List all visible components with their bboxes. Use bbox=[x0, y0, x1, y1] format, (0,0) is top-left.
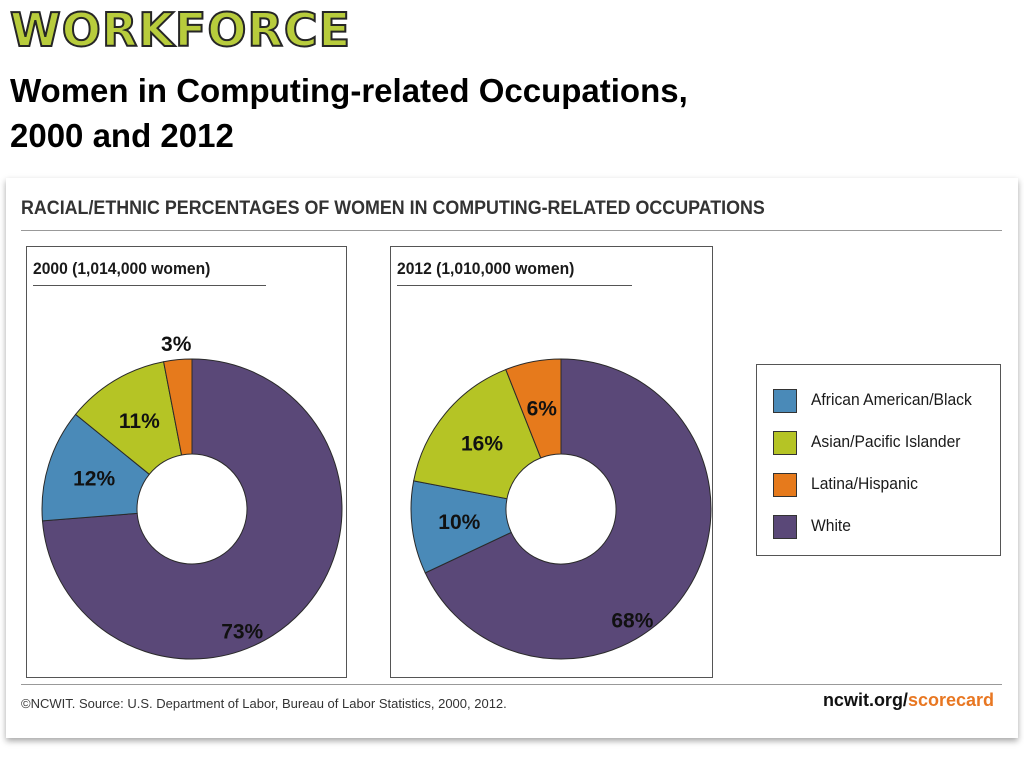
workforce-logo: WORKFORCE bbox=[9, 3, 352, 57]
slice-label-2012-white: 68% bbox=[611, 610, 653, 633]
chart-legend: African American/Black Asian/Pacific Isl… bbox=[756, 364, 1001, 556]
donut-slice-2000-white bbox=[41, 358, 343, 660]
legend-swatch bbox=[773, 431, 797, 455]
donut-panel-2000: 2000 (1,014,000 women) 73% 12% 11% 3% bbox=[26, 246, 347, 678]
site-domain: ncwit.org/ bbox=[822, 690, 908, 710]
donut-chart-2012: 68% 10% 16% 6% bbox=[410, 358, 712, 660]
slice-label-2000-asian-pacific-islander: 11% bbox=[119, 410, 160, 433]
donut-panel-2012: 2012 (1,010,000 women) 68% 10% 16% 6% bbox=[390, 246, 713, 678]
donut-slice-2000-african-american-black bbox=[41, 413, 151, 522]
source-note: ©NCWIT. Source: U.S. Department of Labor… bbox=[21, 696, 507, 711]
slide-title-line-2: 2000 and 2012 bbox=[10, 117, 234, 154]
slide-title: Women in Computing-related Occupations, … bbox=[10, 68, 688, 158]
donut-title-2000: 2000 (1,014,000 women) bbox=[33, 259, 211, 278]
donut-slice-2012-latina-hispanic bbox=[505, 358, 562, 459]
panel-divider-2012 bbox=[397, 285, 632, 286]
donut-slice-2012-asian-pacific-islander bbox=[413, 368, 542, 500]
legend-label: Asian/Pacific Islander bbox=[811, 432, 961, 451]
scorecard-link[interactable]: ncwit.org/scorecard bbox=[823, 690, 994, 711]
legend-label: White bbox=[811, 516, 851, 535]
legend-item-african-american-black: African American/Black bbox=[773, 387, 998, 415]
slide-title-line-1: Women in Computing-related Occupations, bbox=[10, 72, 688, 109]
legend-item-latina-hispanic: Latina/Hispanic bbox=[773, 471, 998, 499]
chart-card: RACIAL/ETHNIC PERCENTAGES OF WOMEN IN CO… bbox=[6, 178, 1018, 738]
footer-divider bbox=[21, 684, 1002, 685]
slice-label-2000-african-american-black: 12% bbox=[73, 468, 115, 491]
header-divider bbox=[21, 230, 1002, 231]
legend-label: Latina/Hispanic bbox=[811, 474, 918, 493]
legend-item-white: White bbox=[773, 513, 998, 541]
donut-slice-2012-white bbox=[424, 358, 712, 660]
slice-label-2012-latina-hispanic: 6% bbox=[527, 397, 558, 420]
legend-item-asian-pacific-islander: Asian/Pacific Islander bbox=[773, 429, 998, 457]
donut-chart-2000: 73% 12% 11% 3% bbox=[41, 333, 343, 660]
legend-swatch bbox=[773, 515, 797, 539]
legend-label: African American/Black bbox=[811, 390, 972, 409]
donut-slice-2000-latina-hispanic bbox=[163, 358, 193, 456]
site-path: scorecard bbox=[907, 690, 994, 710]
chart-card-header: RACIAL/ETHNIC PERCENTAGES OF WOMEN IN CO… bbox=[21, 198, 765, 219]
panel-divider-2000 bbox=[33, 285, 266, 286]
legend-swatch bbox=[773, 389, 797, 413]
slice-label-2012-african-american-black: 10% bbox=[438, 511, 480, 534]
donut-title-2012: 2012 (1,010,000 women) bbox=[397, 259, 575, 278]
slice-label-2012-asian-pacific-islander: 16% bbox=[461, 433, 503, 456]
slice-label-2000-white: 73% bbox=[221, 621, 263, 644]
legend-swatch bbox=[773, 473, 797, 497]
slice-label-2000-latina-hispanic: 3% bbox=[161, 333, 192, 356]
